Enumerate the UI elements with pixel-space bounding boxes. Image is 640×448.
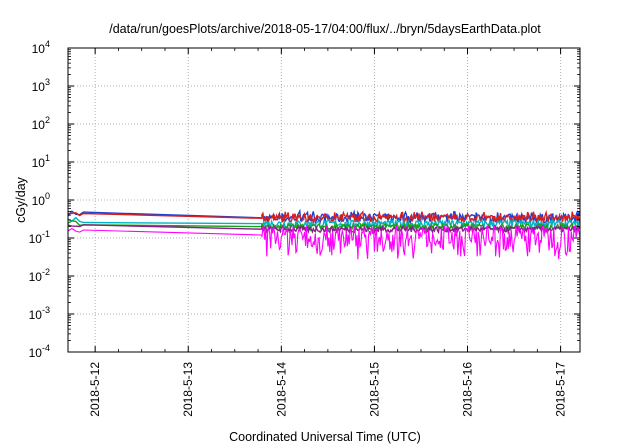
plot-frame [67, 47, 581, 353]
y-tick-label: 10-4 [29, 343, 50, 360]
axes [67, 47, 581, 353]
y-tick-label: 10-2 [29, 267, 50, 284]
y-tick-exponent: 2 [45, 115, 50, 125]
y-tick-exponent: -3 [42, 305, 50, 315]
y-tick-label: 10-1 [29, 229, 50, 246]
y-tick-label: 102 [32, 115, 50, 132]
y-tick-label: 103 [32, 77, 50, 94]
y-tick-base: 10 [32, 80, 46, 94]
x-tick-label: 2018-5-12 [88, 362, 102, 417]
x-axis-label: Coordinated Universal Time (UTC) [229, 430, 421, 444]
x-tick-label: 2018-5-13 [181, 362, 195, 417]
y-axis-label: cGy/day [14, 176, 28, 223]
series-line [67, 209, 581, 226]
y-tick-exponent: 4 [45, 39, 50, 49]
y-tick-label: 104 [32, 39, 50, 56]
y-tick-exponent: 3 [45, 77, 50, 87]
y-tick-label: 100 [32, 191, 50, 208]
x-tick-label: 2018-5-15 [367, 362, 381, 417]
x-tick-label: 2018-5-14 [274, 362, 288, 417]
x-tick-label: 2018-5-16 [461, 362, 475, 417]
y-tick-exponent: -4 [42, 343, 50, 353]
y-tick-exponent: 0 [45, 191, 50, 201]
y-tick-exponent: -1 [42, 229, 50, 239]
y-tick-exponent: 1 [45, 153, 50, 163]
y-tick-base: 10 [32, 194, 46, 208]
grid [68, 48, 580, 352]
y-tick-label: 10-3 [29, 305, 50, 322]
series-line [67, 220, 581, 233]
series-group [67, 208, 581, 260]
y-tick-base: 10 [32, 118, 46, 132]
y-tick-base: 10 [29, 308, 43, 322]
y-tick-base: 10 [29, 270, 43, 284]
series-line [67, 224, 581, 260]
y-tick-base: 10 [32, 156, 46, 170]
x-tick-labels: 2018-5-12 2018-5-13 2018-5-14 2018-5-15 2018… [88, 362, 567, 417]
y-tick-exponent: -2 [42, 267, 50, 277]
x-tick-label: 2018-5-17 [554, 362, 568, 417]
y-tick-base: 10 [32, 42, 46, 56]
chart-title: /data/run/goesPlots/archive/2018-05-17/0… [109, 22, 541, 36]
y-tick-label: 101 [32, 153, 50, 170]
y-tick-base: 10 [29, 346, 43, 360]
y-tick-base: 10 [29, 232, 43, 246]
